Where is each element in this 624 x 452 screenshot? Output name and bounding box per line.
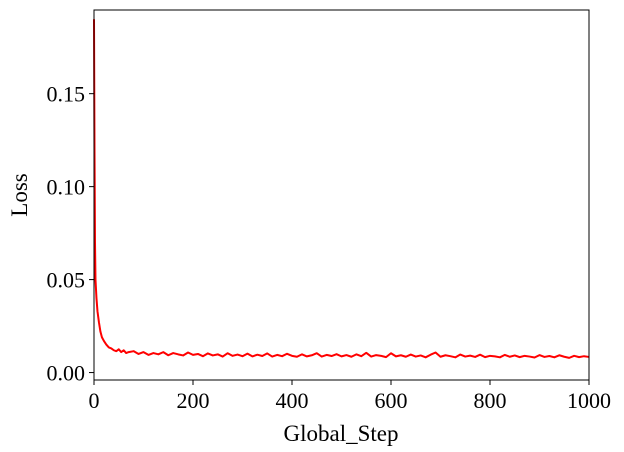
x-tick-label: 800 xyxy=(474,388,507,413)
plot-frame xyxy=(93,9,590,381)
y-tick-label: 0.10 xyxy=(47,175,86,200)
y-axis-label: Loss xyxy=(7,173,32,217)
y-tick-label: 0.15 xyxy=(47,82,86,107)
x-axis-label: Global_Step xyxy=(284,421,399,446)
x-tick-label: 400 xyxy=(276,388,309,413)
y-tick-label: 0.05 xyxy=(47,268,86,293)
x-tick-label: 0 xyxy=(89,388,100,413)
x-axis-ticks: 0 200 400 600 800 1000 xyxy=(89,380,611,413)
loss-series-line xyxy=(93,19,590,359)
series-layer xyxy=(93,19,590,359)
y-axis-ticks: 0.00 0.05 0.10 0.15 xyxy=(47,82,94,386)
x-tick-label: 200 xyxy=(177,388,210,413)
x-tick-label: 600 xyxy=(375,388,408,413)
x-tick-label: 1000 xyxy=(567,388,611,413)
y-tick-label: 0.00 xyxy=(47,361,86,386)
